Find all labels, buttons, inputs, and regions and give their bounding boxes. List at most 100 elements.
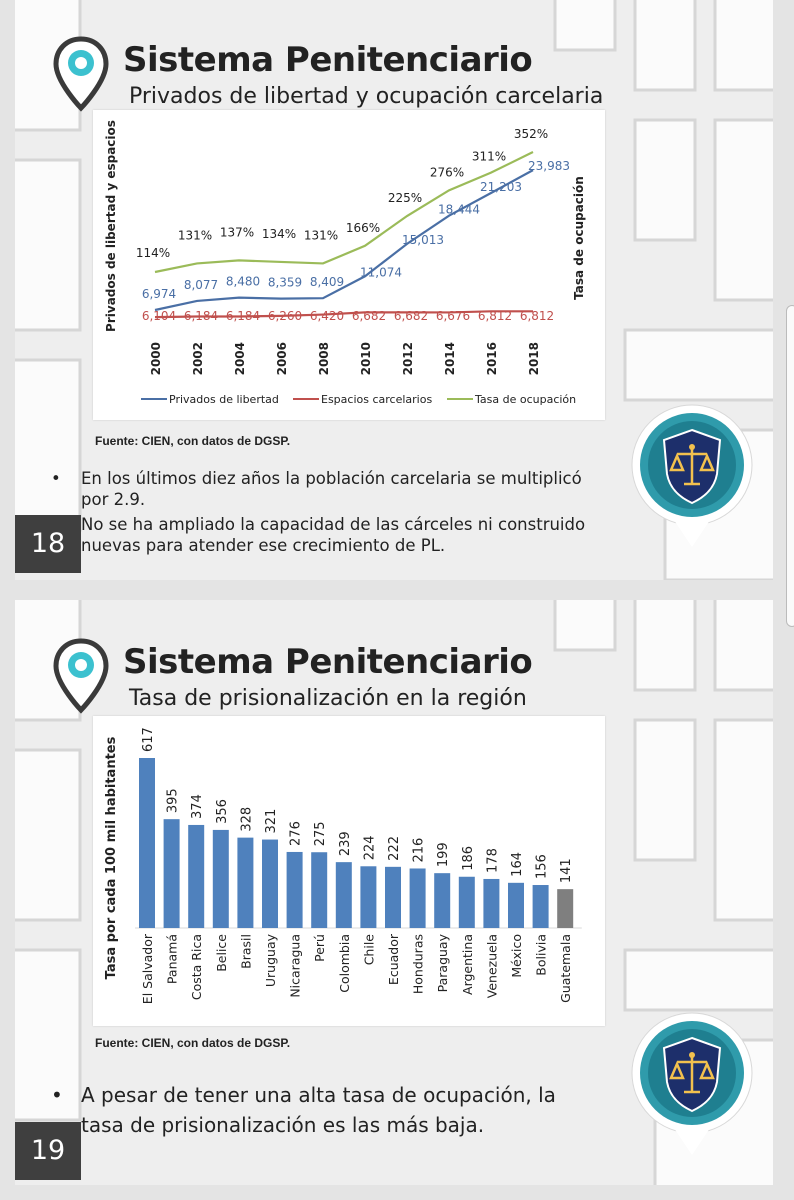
data-label-tasa: 352% bbox=[514, 127, 548, 141]
slide-19[interactable]: Sistema Penitenciario Tasa de prisionali… bbox=[15, 600, 773, 1185]
justice-scale-badge-icon bbox=[631, 404, 753, 547]
x-category-label: Uruguay bbox=[263, 933, 278, 987]
x-tick-label: 2008 bbox=[317, 342, 331, 375]
bar bbox=[508, 882, 524, 928]
data-label-privados: 23,983 bbox=[528, 159, 570, 173]
page-title: Sistema Penitenciario bbox=[123, 642, 533, 682]
x-category-label: Belice bbox=[214, 934, 229, 972]
bar bbox=[262, 839, 278, 928]
data-label-espacios: 6,682 bbox=[352, 309, 386, 323]
page-title: Sistema Penitenciario bbox=[123, 40, 533, 80]
data-label-tasa: 276% bbox=[430, 165, 464, 179]
x-category-label: Nicaragua bbox=[288, 934, 303, 998]
bar bbox=[409, 868, 426, 928]
bar bbox=[483, 878, 500, 928]
source-note: Fuente: CIEN, con datos de DGSP. bbox=[95, 434, 291, 448]
y-axis-title-right: Tasa de ocupación bbox=[572, 176, 586, 300]
x-category-label: Perú bbox=[312, 934, 327, 962]
data-label-privados: 11,074 bbox=[360, 265, 402, 279]
bar bbox=[557, 889, 574, 928]
data-label-privados: 6,974 bbox=[142, 287, 176, 301]
bar-value-label: 164 bbox=[510, 852, 525, 877]
x-tick-label: 2002 bbox=[191, 342, 205, 375]
bar-value-label: 156 bbox=[535, 854, 550, 879]
bullet-item: •No se ha ampliado la capacidad de las c… bbox=[51, 515, 586, 555]
x-category-label: Venezuela bbox=[484, 934, 499, 998]
y-axis-title: Tasa por cada 100 mil habitantes bbox=[104, 736, 119, 979]
data-label-privados: 15,013 bbox=[402, 233, 444, 247]
y-axis-title-left: Privados de libertad y espacios bbox=[104, 120, 118, 332]
data-label-privados: 8,077 bbox=[184, 278, 218, 292]
bar-value-label: 275 bbox=[313, 821, 328, 846]
bar-value-label: 141 bbox=[559, 858, 574, 883]
page-subtitle: Privados de libertad y ocupación carcela… bbox=[129, 84, 604, 109]
data-label-tasa: 166% bbox=[346, 221, 380, 235]
data-label-tasa: 131% bbox=[178, 228, 212, 242]
data-label-espacios: 6,420 bbox=[310, 309, 344, 323]
bar-value-label: 199 bbox=[436, 842, 451, 867]
x-category-label: Argentina bbox=[460, 934, 475, 995]
data-label-tasa: 114% bbox=[136, 246, 170, 260]
bar bbox=[188, 824, 205, 928]
x-tick-label: 2014 bbox=[443, 342, 457, 375]
x-category-label: El Salvador bbox=[140, 933, 155, 1004]
legend-label: Privados de libertad bbox=[169, 393, 279, 406]
bullet-item: • En los últimos diez años la población c… bbox=[51, 469, 582, 509]
slide-18[interactable]: Sistema Penitenciario Privados de libert… bbox=[15, 0, 773, 580]
bar-value-label: 356 bbox=[215, 799, 230, 824]
data-label-espacios: 6,184 bbox=[184, 309, 218, 323]
bar-value-label: 321 bbox=[264, 809, 279, 834]
map-background bbox=[15, 0, 773, 580]
bullet-list: • En los últimos diez años la población c… bbox=[51, 468, 591, 556]
page-subtitle: Tasa de prisionalización en la región bbox=[129, 686, 527, 711]
data-label-espacios: 6,104 bbox=[142, 309, 176, 323]
source-note: Fuente: CIEN, con datos de DGSP. bbox=[95, 1036, 291, 1050]
x-category-label: Colombia bbox=[337, 934, 352, 993]
bar bbox=[434, 873, 451, 928]
scrollbar[interactable] bbox=[786, 305, 794, 627]
bullet-item: • A pesar de tener una alta tasa de ocupa… bbox=[51, 1083, 556, 1137]
data-label-tasa: 131% bbox=[304, 228, 338, 242]
bar-value-label: 224 bbox=[362, 835, 377, 860]
x-category-label: Chile bbox=[361, 934, 376, 966]
justice-scale-badge-icon bbox=[631, 1012, 753, 1155]
data-label-espacios: 6,812 bbox=[478, 309, 512, 323]
legend-label: Espacios carcelarios bbox=[321, 393, 432, 406]
series-line-0 bbox=[154, 169, 534, 312]
series-line-1 bbox=[154, 310, 533, 319]
x-category-label: Ecuador bbox=[386, 933, 401, 985]
data-label-tasa: 311% bbox=[472, 150, 506, 164]
bar bbox=[532, 885, 549, 928]
bar-value-label: 239 bbox=[338, 831, 353, 856]
bar bbox=[360, 866, 377, 928]
bar bbox=[212, 829, 229, 928]
bar bbox=[286, 851, 303, 928]
data-label-privados: 8,480 bbox=[226, 275, 260, 289]
bar-value-label: 395 bbox=[166, 788, 181, 813]
x-tick-label: 2012 bbox=[401, 342, 415, 375]
data-label-espacios: 6,676 bbox=[436, 309, 470, 323]
bar bbox=[335, 862, 352, 928]
legend-label: Tasa de ocupación bbox=[474, 393, 576, 406]
data-label-tasa: 137% bbox=[220, 225, 254, 239]
data-label-privados: 8,359 bbox=[268, 276, 302, 290]
x-tick-label: 2016 bbox=[485, 342, 499, 375]
data-label-privados: 18,444 bbox=[438, 203, 480, 217]
x-category-label: Paraguay bbox=[435, 933, 450, 992]
x-tick-label: 2004 bbox=[233, 342, 247, 375]
data-label-espacios: 6,184 bbox=[226, 309, 260, 323]
data-label-espacios: 6,682 bbox=[394, 309, 428, 323]
x-tick-label: 2018 bbox=[527, 342, 541, 375]
data-label-espacios: 6,812 bbox=[520, 309, 554, 323]
bar bbox=[139, 758, 155, 928]
x-tick-label: 2000 bbox=[149, 342, 163, 375]
data-label-tasa: 225% bbox=[388, 191, 422, 205]
data-label-espacios: 6,260 bbox=[268, 309, 302, 323]
bar-chart-panel: Tasa por cada 100 mil habitantes 617 El Sa… bbox=[93, 716, 605, 1026]
bar-value-label: 178 bbox=[485, 848, 500, 873]
line-chart-panel: Privados de libertad y espacios Tasa de o… bbox=[93, 110, 605, 420]
bar-value-label: 186 bbox=[461, 846, 476, 871]
location-pin-icon bbox=[53, 638, 109, 714]
bar bbox=[237, 837, 254, 928]
slide-number: 19 bbox=[15, 1122, 81, 1180]
